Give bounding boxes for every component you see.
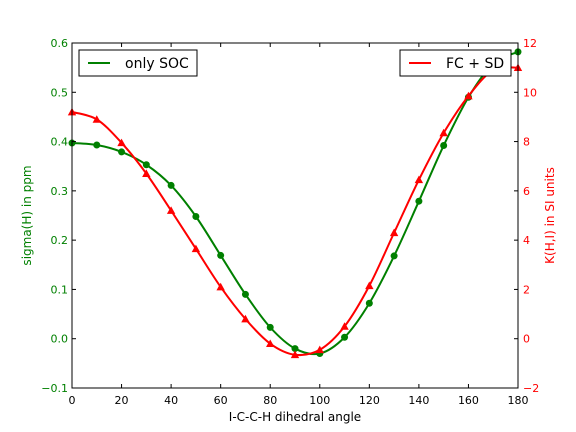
- point-fc: [389, 228, 399, 237]
- left-tick-label: 0.5: [51, 86, 69, 99]
- x-tick-label: 80: [263, 394, 277, 407]
- right-axis-label: K(H,I) in SI units: [543, 167, 557, 264]
- point-fc: [315, 345, 324, 354]
- point-soc: [291, 345, 299, 353]
- point-fc: [439, 128, 448, 137]
- point-fc: [166, 206, 176, 214]
- x-axis-ticks: 0 20 40 60 80 100 120 140 160 180: [69, 43, 529, 407]
- point-fc: [241, 314, 250, 323]
- point-soc: [440, 142, 448, 150]
- x-tick-label: 160: [458, 394, 479, 407]
- left-tick-label: 0.3: [51, 185, 69, 198]
- x-axis-label: I-C-C-H dihedral angle: [229, 410, 361, 424]
- point-soc: [365, 299, 373, 307]
- point-soc: [415, 197, 423, 205]
- point-soc: [167, 181, 175, 189]
- x-tick-label: 40: [164, 394, 178, 407]
- point-fc: [142, 169, 151, 177]
- right-tick-label: 0: [523, 333, 530, 346]
- right-tick-label: 6: [523, 185, 530, 198]
- x-tick-label: 20: [115, 394, 129, 407]
- point-soc: [118, 148, 126, 156]
- x-tick-label: 140: [408, 394, 429, 407]
- left-tick-label: 0.1: [51, 283, 69, 296]
- right-tick-label: 12: [523, 37, 537, 50]
- left-tick-label: 0.4: [51, 136, 69, 149]
- point-soc: [192, 212, 200, 220]
- point-fc: [290, 350, 300, 359]
- point-soc: [390, 252, 398, 260]
- series-markers: [67, 48, 523, 359]
- left-tick-label: −0.1: [41, 382, 68, 395]
- x-tick-label: 100: [309, 394, 330, 407]
- point-fc: [340, 322, 349, 330]
- legend-fc: FC + SD: [399, 49, 512, 77]
- left-tick-label: 0.6: [51, 37, 69, 50]
- left-axis-ticks: −0.1 0.0 0.1 0.2 0.3 0.4 0.5 0.6: [41, 37, 76, 395]
- point-fc: [414, 175, 424, 184]
- right-tick-label: 2: [523, 283, 530, 296]
- left-tick-label: 0.0: [51, 333, 69, 346]
- point-soc: [241, 290, 249, 298]
- right-tick-label: 10: [523, 86, 537, 99]
- point-soc: [142, 161, 150, 169]
- right-tick-label: 8: [523, 136, 530, 149]
- right-tick-label: −2: [523, 382, 539, 395]
- x-tick-label: 0: [69, 394, 76, 407]
- point-fc: [92, 115, 101, 123]
- right-tick-label: 4: [523, 234, 530, 247]
- plot-frame: [71, 42, 519, 389]
- left-tick-label: 0.2: [51, 234, 69, 247]
- point-fc: [117, 138, 126, 147]
- point-fc: [464, 91, 473, 100]
- x-tick-label: 120: [359, 394, 380, 407]
- point-soc: [93, 141, 101, 149]
- legend-soc: only SOC: [78, 49, 198, 77]
- point-fc: [266, 339, 275, 348]
- legend-fc-label: FC + SD: [446, 56, 504, 72]
- x-tick-label: 180: [508, 394, 529, 407]
- point-soc: [341, 333, 349, 341]
- point-fc: [191, 244, 201, 253]
- left-axis-label: sigma(H) in ppm: [20, 165, 34, 265]
- point-soc: [266, 323, 274, 331]
- legend-soc-label: only SOC: [125, 56, 189, 72]
- x-tick-label: 60: [214, 394, 228, 407]
- plot-area: [72, 43, 518, 388]
- point-fc: [365, 281, 374, 290]
- point-soc: [217, 251, 225, 259]
- point-fc: [216, 282, 225, 291]
- right-axis-ticks: −2 0 2 4 6 8 10 12: [514, 37, 539, 395]
